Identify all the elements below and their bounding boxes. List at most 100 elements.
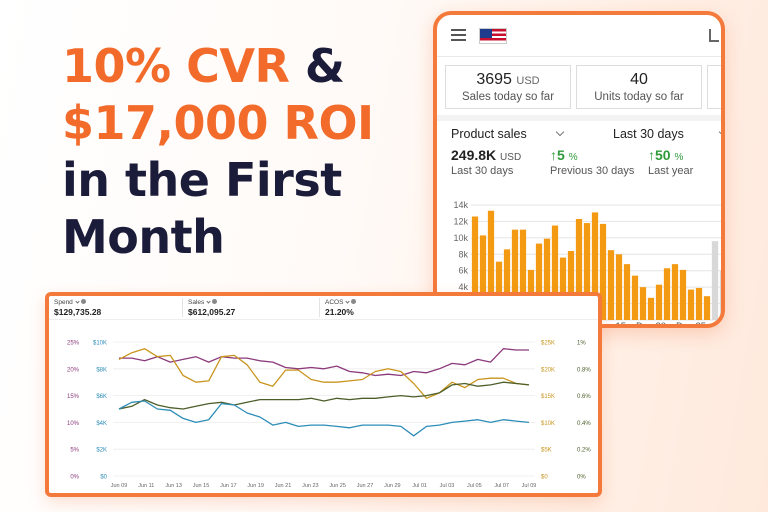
sales-bar — [711, 241, 719, 320]
chevron-down-icon — [345, 299, 351, 304]
x-tick-label: Jun 27 — [357, 483, 374, 489]
right-pct-tick-label: 1% — [577, 341, 586, 347]
kpi-label: ACOS — [325, 299, 344, 306]
kpi-acos[interactable]: ACOS 21.20% — [325, 298, 357, 318]
y-tick-label: 8k — [458, 249, 468, 259]
left-pct-tick-label: 10% — [67, 421, 80, 427]
mobile-dashboard-card: 3695 USD Sales today so far 40 Units tod… — [433, 11, 725, 328]
sales-bar — [639, 287, 647, 320]
headline: 10% CVR & $17,000 ROI in the First Month — [62, 38, 442, 266]
sales-bar — [487, 210, 495, 320]
sales-bar — [703, 296, 711, 320]
y-tick-label: 12k — [453, 216, 468, 226]
sales-today-label: Sales today so far — [461, 91, 555, 103]
left-pct-tick-label: 15% — [67, 394, 80, 400]
y-tick-label: 14k — [453, 200, 468, 210]
kpi-divider — [182, 298, 183, 317]
left-usd-tick-label: $2K — [96, 448, 107, 454]
x-tick-label: Jun 11 — [138, 483, 154, 489]
sales-bar — [623, 264, 631, 320]
left-pct-tick-label: 0% — [70, 475, 79, 481]
x-tick-label: Jul 03 — [440, 483, 455, 489]
sales-today-unit: USD — [516, 75, 540, 87]
x-tick-label: Jul 01 — [412, 483, 427, 489]
today-stats: 3695 USD Sales today so far 40 Units tod… — [437, 65, 721, 113]
period-dropdown[interactable]: Last 30 days — [613, 127, 721, 141]
x-tick-label: Dec 25 — [676, 321, 706, 328]
left-usd-tick-label: $0 — [100, 475, 107, 481]
info-icon[interactable] — [212, 299, 218, 304]
kpi-value: $612,095.27 — [188, 307, 236, 317]
x-tick-label: Jul 05 — [467, 483, 482, 489]
sales-metrics: 249.8K USD Last 30 days ↑5 % Previous 30… — [437, 147, 721, 189]
right-usd-tick-label: $10K — [541, 421, 555, 427]
chart-icon[interactable] — [709, 29, 719, 42]
sales-bar — [695, 287, 703, 320]
sales-bar — [559, 257, 567, 320]
kpi-value: 21.20% — [325, 307, 354, 317]
headline-cvr: 10% CVR — [62, 39, 290, 93]
metric-label: Last 30 days — [451, 165, 514, 177]
metric-unit: % — [674, 152, 684, 163]
sales-bar — [663, 268, 671, 320]
x-tick-label: Jun 09 — [111, 483, 128, 489]
kpi-label: Spend — [54, 299, 73, 306]
headline-ampersand: & — [289, 39, 345, 93]
sales-bar — [671, 264, 679, 320]
metric-dropdown[interactable]: Product sales — [451, 127, 564, 141]
right-pct-tick-label: 0.2% — [577, 448, 591, 454]
headline-line-1: 10% CVR & — [62, 38, 442, 95]
arrow-up-icon: ↑ — [550, 147, 557, 163]
right-usd-tick-label: $20K — [541, 367, 555, 373]
x-tick-label: Dec 15 — [596, 321, 626, 328]
right-pct-tick-label: 0.6% — [577, 394, 591, 400]
metric-value: 50 — [655, 147, 671, 163]
left-usd-tick-label: $10K — [93, 341, 107, 347]
sales-bar — [631, 275, 639, 320]
kpi-divider — [319, 298, 320, 317]
sales-today-box[interactable]: 3695 USD Sales today so far — [445, 65, 571, 109]
left-usd-tick-label: $4K — [96, 421, 107, 427]
x-tick-label: Jun 21 — [275, 483, 292, 489]
series-line — [119, 348, 529, 377]
sales-bar — [471, 216, 479, 320]
metric-label: Previous 30 days — [550, 165, 635, 177]
metric-label: Last year — [648, 165, 694, 177]
sales-bar — [607, 250, 615, 320]
sales-bar — [655, 284, 663, 320]
right-pct-tick-label: 0% — [577, 475, 586, 481]
y-tick-label: 6k — [458, 266, 468, 276]
right-usd-tick-label: $5K — [541, 448, 552, 454]
x-tick-label: Jun 15 — [193, 483, 210, 489]
info-icon[interactable] — [351, 299, 357, 304]
right-usd-tick-label: $15K — [541, 394, 555, 400]
chevron-down-icon — [75, 299, 80, 304]
us-flag-icon[interactable] — [479, 28, 507, 44]
sales-bar — [495, 261, 503, 320]
chevron-down-icon — [555, 127, 564, 137]
metric-previous-30-days: ↑5 % Previous 30 days — [550, 147, 634, 177]
info-icon[interactable] — [80, 299, 86, 304]
units-today-box[interactable]: 40 Units today so far — [576, 65, 702, 109]
right-pct-tick-label: 0.8% — [577, 367, 591, 373]
kpi-spend[interactable]: Spend $129,735.28 — [54, 298, 101, 318]
kpi-sales[interactable]: Sales $612,095.27 — [188, 298, 235, 318]
hamburger-menu-icon[interactable] — [451, 29, 466, 41]
left-pct-tick-label: 5% — [70, 448, 79, 454]
sales-bar — [591, 212, 599, 320]
divider — [437, 115, 721, 121]
metric-last-30-days: 249.8K USD Last 30 days — [451, 147, 521, 177]
stat-box-partial[interactable] — [707, 65, 721, 109]
sales-bar — [687, 289, 695, 320]
sales-bar — [567, 251, 575, 320]
sales-bar — [719, 270, 721, 320]
metric-unit: % — [568, 152, 578, 163]
sales-bar — [479, 235, 487, 320]
sales-bar — [511, 229, 519, 320]
left-usd-tick-label: $6K — [96, 394, 107, 400]
x-tick-label: Jun 13 — [165, 483, 182, 489]
y-tick-label: 10k — [453, 233, 468, 243]
metric-value: 5 — [557, 147, 565, 163]
period-dropdown-label: Last 30 days — [613, 127, 684, 141]
x-tick-label: Jun 25 — [329, 483, 346, 489]
